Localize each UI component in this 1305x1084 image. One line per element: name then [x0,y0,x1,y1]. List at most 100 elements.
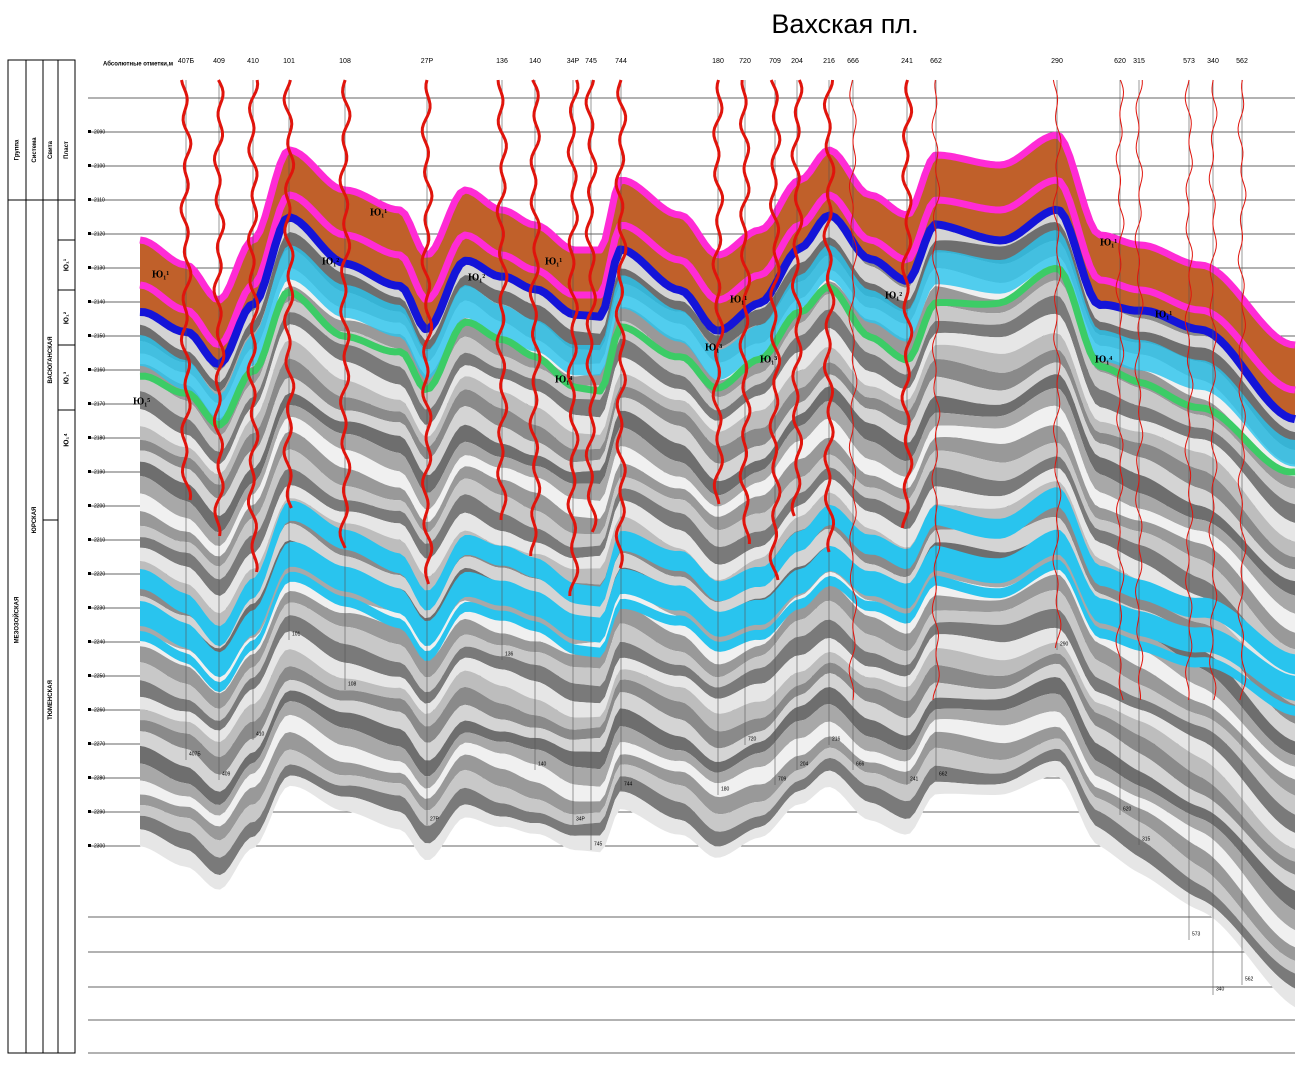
depth-tick-label: 2220 [94,571,105,577]
tick-marker [88,708,91,711]
horizon-label: Ю₁⁴ [555,374,572,385]
depth-tick-label: 2210 [94,537,105,543]
tick-marker [88,538,91,541]
well-bottom-label: 662 [939,771,948,777]
tick-marker [88,198,91,201]
well-label: 241 [901,58,913,65]
strat-label: Группа [15,139,21,160]
well-bottom-label: 34Р [576,816,586,822]
well-label: 562 [1236,58,1248,65]
well-bottom-label: 409 [222,771,231,777]
strat-label: Ю₁² [63,311,70,324]
well-label: 745 [585,58,597,65]
well-bottom-label: 407Б [189,751,201,757]
well-label: 180 [712,58,724,65]
tick-marker [88,606,91,609]
strat-label: Ю₁⁴ [63,433,70,447]
tick-marker [88,368,91,371]
well-label: 709 [769,58,781,65]
tick-marker [88,674,91,677]
well-label: 744 [615,58,627,65]
well-bottom-label: 204 [800,761,809,767]
depth-tick-label: 2160 [94,367,105,373]
horizon-label: Ю₁¹ [370,207,387,218]
depth-tick-label: 2260 [94,707,105,713]
depth-tick-label: 2180 [94,435,105,441]
horizon-label: Ю₁³ [760,354,777,365]
tick-marker [88,334,91,337]
strat-label: Пласт [64,141,70,159]
horizon-label: Ю₁⁵ [133,396,150,407]
well-bottom-label: 745 [594,841,603,847]
well-label: 407Б [178,58,195,65]
depth-tick-label: 2240 [94,639,105,645]
well-label: 409 [213,58,225,65]
horizon-label: Ю₁² [322,256,339,267]
well-bottom-label: 101 [292,631,301,637]
tick-marker [88,810,91,813]
well-label: 573 [1183,58,1195,65]
well-bottom-label: 620 [1123,806,1132,812]
strat-label: ТЮМЕНСКАЯ [48,680,54,720]
depth-tick-label: 2250 [94,673,105,679]
well-bottom-label: 108 [348,681,357,687]
strat-label: ВАСЮГАНСКАЯ [48,336,54,383]
depth-tick-label: 2170 [94,401,105,407]
tick-marker [88,232,91,235]
strat-label: ЮРСКАЯ [32,507,38,534]
tick-marker [88,470,91,473]
well-label: 101 [283,58,295,65]
well-label: 34Р [567,58,580,65]
well-bottom-label: 573 [1192,931,1201,937]
well-bottom-label: 315 [1142,836,1151,842]
tick-marker [88,504,91,507]
strat-label: МЕЗОЗОЙСКАЯ [13,597,21,644]
horizon-label: Ю₁⁴ [1095,354,1112,365]
horizon-label: Ю₁¹ [1155,309,1172,320]
well-bottom-label: 709 [778,776,787,782]
well-label: 136 [496,58,508,65]
well-label: 27Р [421,58,434,65]
depth-tick-label: 2290 [94,809,105,815]
tick-marker [88,402,91,405]
well-bottom-label: 290 [1060,641,1069,647]
well-label: 216 [823,58,835,65]
depth-tick-label: 2150 [94,333,105,339]
horizon-label: Ю₁³ [705,342,722,353]
well-label: 720 [739,58,751,65]
well-label: 410 [247,58,259,65]
depth-tick-label: 2270 [94,741,105,747]
depth-tick-label: 2230 [94,605,105,611]
cross-section: ГруппаСистемаСвитаПластМЕЗОЗОЙСКАЯЮРСКАЯ… [0,0,1305,1084]
well-bottom-label: 340 [1216,986,1225,992]
well-bottom-label: 666 [856,761,865,767]
tick-marker [88,776,91,779]
well-label: 204 [791,58,803,65]
depth-tick-label: 2090 [94,129,105,135]
horizon-label: Ю₁² [468,272,485,283]
tick-marker [88,130,91,133]
depth-tick-label: 2280 [94,775,105,781]
well-bottom-label: 720 [748,736,757,742]
tick-marker [88,266,91,269]
well-bottom-label: 27Р [430,816,440,822]
tick-marker [88,640,91,643]
depth-axis-label: Абсолютные отметки,м [103,61,174,68]
well-bottom-label: 180 [721,786,730,792]
horizon-label: Ю₁¹ [152,269,169,280]
depth-tick-label: 2200 [94,503,105,509]
tick-marker [88,164,91,167]
well-label: 140 [529,58,541,65]
well-label: 290 [1051,58,1063,65]
well-label: 662 [930,58,942,65]
strat-label: Система [32,137,38,163]
well-bottom-label: 241 [910,776,919,782]
horizon-label: Ю₁¹ [1100,237,1117,248]
well-label: 666 [847,58,859,65]
strat-label: Ю₁³ [63,371,70,384]
well-label: 108 [339,58,351,65]
well-label: 340 [1207,58,1219,65]
depth-tick-label: 2110 [94,197,105,203]
horizon-label: Ю₁² [885,290,902,301]
depth-tick-label: 2100 [94,163,105,169]
